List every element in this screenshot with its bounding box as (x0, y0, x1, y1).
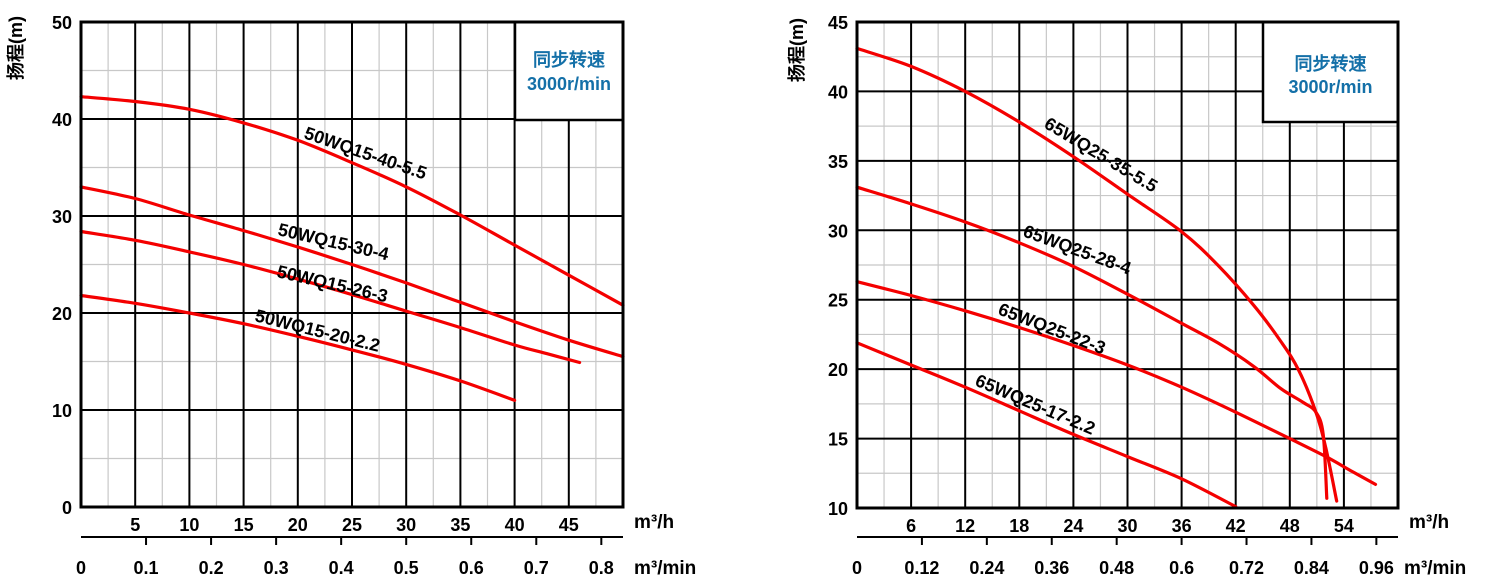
sync-speed-label: 同步转速 (1295, 53, 1367, 74)
x-tick-label: 20 (288, 515, 308, 535)
x-tick-label: 42 (1226, 516, 1246, 536)
x-tick-label: 30 (396, 515, 416, 535)
secondary-tick-label: 0.8 (589, 558, 614, 578)
x-tick-label: 6 (906, 516, 916, 536)
right-secondary-axis: 0 0.12 0.24 0.36 0.48 0.6 0.72 0.84 0.96 (852, 536, 1398, 578)
secondary-tick-label: 0.2 (199, 558, 224, 578)
y-tick-label: 10 (828, 499, 848, 519)
x-tick-label: 40 (505, 515, 525, 535)
curve-label-50WQ15-40-5.5: 50WQ15-40-5.5 (302, 123, 430, 184)
right-x-tick-labels: 6 12 18 24 30 36 42 48 54 (906, 516, 1354, 536)
x-tick-label: 35 (450, 515, 470, 535)
secondary-tick-label: 0.3 (264, 558, 289, 578)
left-chart: 同步转速3000r/min50WQ15-40-5.550WQ15-30-450W… (5, 13, 696, 579)
left-chart-curves (79, 95, 625, 402)
y-tick-label: 15 (828, 430, 848, 450)
x-tick-label: 36 (1172, 516, 1192, 536)
x-tick-label: 48 (1280, 516, 1300, 536)
pump-curve-65WQ25-35-5.5 (855, 46, 1339, 503)
secondary-tick-label: 0.96 (1359, 558, 1394, 578)
x-tick-label: 25 (342, 515, 362, 535)
curve-label-50WQ15-26-3: 50WQ15-26-3 (275, 261, 390, 306)
secondary-tick-label: 0.7 (524, 558, 549, 578)
y-axis-title: 扬程(m) (786, 18, 807, 82)
x-tick-label: 30 (1117, 516, 1137, 536)
right-chart-curves (855, 46, 1378, 509)
x-tick-label: 10 (179, 515, 199, 535)
speed-box-frame (1261, 20, 1400, 124)
left-secondary-axis: 0 0.1 0.2 0.3 0.4 0.5 0.6 0.7 0.8 (76, 536, 623, 578)
x-tick-label: 15 (234, 515, 254, 535)
secondary-tick-label: 0.4 (329, 558, 354, 578)
speed-box-frame (513, 20, 625, 122)
pump-curve-65WQ25-17-2.2 (855, 341, 1238, 509)
y-tick-label: 50 (52, 13, 72, 33)
right-chart-curve-labels: 65WQ25-35-5.565WQ25-28-465WQ25-22-365WQ2… (972, 113, 1161, 438)
secondary-tick-label: 0.36 (1034, 558, 1069, 578)
y-tick-label: 30 (52, 207, 72, 227)
x-tick-label: 12 (955, 516, 975, 536)
secondary-tick-label: 0.12 (904, 558, 939, 578)
pump-curve-65WQ25-28-4 (855, 185, 1329, 500)
y-axis-title: 扬程(m) (5, 16, 26, 80)
x-axis-unit-secondary: m³/min (1404, 558, 1466, 579)
pump-curve-65WQ25-22-3 (855, 280, 1378, 486)
x-tick-label: 45 (559, 515, 579, 535)
y-tick-label: 10 (52, 401, 72, 421)
right-chart: 同步转速 3000r/min 65WQ25-35-5.565WQ25-28-465W… (786, 13, 1466, 579)
secondary-tick-label: 0.84 (1294, 558, 1329, 578)
x-axis-unit-primary: m³/h (634, 512, 674, 533)
x-tick-label: 54 (1334, 516, 1354, 536)
pump-curve-50WQ15-40-5.5 (79, 95, 625, 307)
y-tick-label: 30 (828, 221, 848, 241)
y-tick-label: 35 (828, 152, 848, 172)
secondary-tick-label: 0.5 (394, 558, 419, 578)
x-axis-unit-primary: m³/h (1409, 512, 1449, 533)
secondary-tick-label: 0.6 (1169, 558, 1194, 578)
secondary-tick-label: 0 (76, 558, 86, 578)
secondary-tick-label: 0.72 (1229, 558, 1264, 578)
y-tick-label: 20 (828, 360, 848, 380)
y-tick-label: 40 (828, 82, 848, 102)
y-tick-label: 0 (62, 498, 72, 518)
y-tick-label: 40 (52, 110, 72, 130)
pump-curve-50WQ15-20-2.2 (79, 293, 517, 402)
curve-label-65WQ25-22-3: 65WQ25-22-3 (996, 299, 1109, 358)
x-tick-label: 18 (1009, 516, 1029, 536)
left-x-tick-labels: 5 10 15 20 25 30 35 40 45 (130, 515, 579, 535)
y-tick-label: 25 (828, 291, 848, 311)
secondary-tick-label: 0.24 (969, 558, 1004, 578)
right-plot-border (855, 20, 1400, 510)
y-tick-label: 20 (52, 304, 72, 324)
secondary-tick-label: 0 (852, 558, 862, 578)
sync-speed-value: 3000r/min (527, 74, 611, 94)
x-tick-label: 5 (130, 515, 140, 535)
y-tick-label: 45 (828, 13, 848, 33)
right-speed-box: 同步转速 3000r/min (1261, 20, 1400, 124)
right-chart-grid-major (857, 22, 1398, 508)
x-axis-unit-secondary: m³/min (634, 558, 696, 579)
left-y-tick-labels: 0 10 20 30 40 50 (52, 13, 72, 518)
right-y-tick-labels: 10 15 20 25 30 35 40 45 (828, 13, 848, 519)
secondary-tick-label: 0.1 (134, 558, 159, 578)
sync-speed-label: 同步转速 (533, 49, 605, 70)
left-plot-border (79, 20, 625, 509)
curve-label-65WQ25-17-2.2: 65WQ25-17-2.2 (972, 370, 1098, 438)
sync-speed-value: 3000r/min (1288, 77, 1372, 97)
pump-curve-50WQ15-26-3 (79, 229, 582, 365)
x-tick-label: 24 (1063, 516, 1083, 536)
secondary-tick-label: 0.48 (1099, 558, 1134, 578)
left-speed-box: 同步转速 3000r/min (513, 20, 625, 122)
secondary-tick-label: 0.6 (459, 558, 484, 578)
pump-curve-50WQ15-30-4 (79, 185, 625, 359)
